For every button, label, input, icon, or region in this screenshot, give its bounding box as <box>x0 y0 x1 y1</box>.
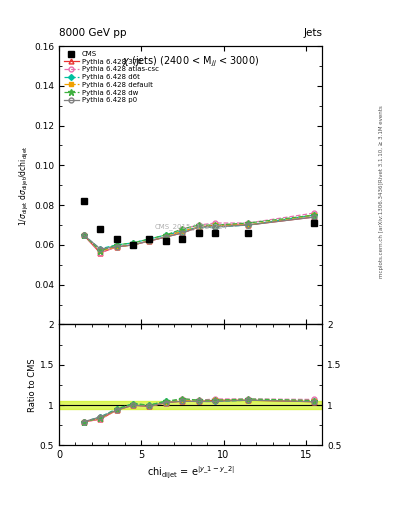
Y-axis label: Ratio to CMS: Ratio to CMS <box>28 358 37 412</box>
Pythia 6.428 atlas-csc <box>213 220 218 226</box>
Pythia 6.428 dw <box>180 226 185 232</box>
Pythia 6.428 atlas-csc <box>312 210 316 216</box>
CMS <box>196 230 201 236</box>
Pythia 6.428 dw <box>163 232 168 238</box>
Pythia 6.428 d6t <box>147 236 152 242</box>
CMS <box>114 236 119 242</box>
Line: Pythia 6.428 p0: Pythia 6.428 p0 <box>81 215 316 251</box>
Pythia 6.428 atlas-csc <box>180 226 185 232</box>
Line: CMS: CMS <box>81 198 317 248</box>
Line: Pythia 6.428 default: Pythia 6.428 default <box>81 212 316 253</box>
Pythia 6.428 370 <box>130 242 135 248</box>
Pythia 6.428 atlas-csc <box>163 234 168 240</box>
Pythia 6.428 atlas-csc <box>98 250 103 256</box>
Pythia 6.428 p0 <box>114 244 119 250</box>
CMS <box>246 230 251 236</box>
Line: Pythia 6.428 370: Pythia 6.428 370 <box>81 215 316 255</box>
Pythia 6.428 default <box>114 244 119 250</box>
Pythia 6.428 d6t <box>246 222 251 228</box>
Pythia 6.428 p0 <box>147 238 152 244</box>
Pythia 6.428 d6t <box>180 228 185 234</box>
Pythia 6.428 atlas-csc <box>81 232 86 238</box>
Pythia 6.428 dw <box>196 222 201 228</box>
Pythia 6.428 p0 <box>246 222 251 228</box>
Line: Pythia 6.428 d6t: Pythia 6.428 d6t <box>82 213 316 251</box>
Pythia 6.428 atlas-csc <box>246 220 251 226</box>
Pythia 6.428 370 <box>196 224 201 230</box>
Pythia 6.428 default <box>81 232 86 238</box>
Pythia 6.428 370 <box>213 222 218 228</box>
Pythia 6.428 370 <box>98 250 103 256</box>
Bar <box>59 401 322 409</box>
Pythia 6.428 p0 <box>196 224 201 230</box>
Pythia 6.428 default <box>180 228 185 234</box>
Text: mcplots.cern.ch [arXiv:1306.3436]: mcplots.cern.ch [arXiv:1306.3436] <box>379 183 384 278</box>
Pythia 6.428 p0 <box>180 230 185 236</box>
Pythia 6.428 dw <box>114 242 119 248</box>
Pythia 6.428 370 <box>180 230 185 236</box>
Pythia 6.428 d6t <box>114 242 119 248</box>
Line: Pythia 6.428 dw: Pythia 6.428 dw <box>80 211 318 254</box>
Pythia 6.428 default <box>130 242 135 248</box>
Pythia 6.428 370 <box>114 244 119 250</box>
Text: 8000 GeV pp: 8000 GeV pp <box>59 28 127 38</box>
Pythia 6.428 370 <box>147 238 152 244</box>
Pythia 6.428 default <box>312 212 316 218</box>
Pythia 6.428 default <box>147 238 152 244</box>
Pythia 6.428 dw <box>246 220 251 226</box>
CMS <box>180 236 185 242</box>
Pythia 6.428 370 <box>246 222 251 228</box>
CMS <box>213 230 218 236</box>
Pythia 6.428 dw <box>98 248 103 254</box>
Text: CMS_2015_I1327224: CMS_2015_I1327224 <box>154 224 227 230</box>
CMS <box>81 198 86 204</box>
Pythia 6.428 default <box>98 248 103 254</box>
Pythia 6.428 default <box>196 224 201 230</box>
Pythia 6.428 dw <box>81 232 86 238</box>
CMS <box>312 220 316 226</box>
Pythia 6.428 dw <box>147 236 152 242</box>
Legend: CMS, Pythia 6.428 370, Pythia 6.428 atlas-csc, Pythia 6.428 d6t, Pythia 6.428 de: CMS, Pythia 6.428 370, Pythia 6.428 atla… <box>62 50 160 105</box>
CMS <box>147 236 152 242</box>
Pythia 6.428 p0 <box>130 242 135 248</box>
Pythia 6.428 p0 <box>163 234 168 240</box>
Line: Pythia 6.428 atlas-csc: Pythia 6.428 atlas-csc <box>81 210 316 255</box>
Pythia 6.428 d6t <box>312 212 316 218</box>
Pythia 6.428 d6t <box>213 224 218 230</box>
X-axis label: chi$_\mathrm{dijet}$ = e$^{|y\_1 - y\_2|}$: chi$_\mathrm{dijet}$ = e$^{|y\_1 - y\_2|… <box>147 464 235 481</box>
Pythia 6.428 370 <box>312 214 316 220</box>
Pythia 6.428 dw <box>312 212 316 218</box>
Y-axis label: $1/\sigma_\mathrm{dijet}\ \mathrm{d}\sigma_\mathrm{dijet}/\mathrm{dchi}_\mathrm{: $1/\sigma_\mathrm{dijet}\ \mathrm{d}\sig… <box>18 145 31 226</box>
Pythia 6.428 370 <box>163 234 168 240</box>
Pythia 6.428 default <box>213 222 218 228</box>
Pythia 6.428 d6t <box>196 224 201 230</box>
CMS <box>130 242 135 248</box>
Pythia 6.428 370 <box>81 232 86 238</box>
Pythia 6.428 p0 <box>81 232 86 238</box>
CMS <box>163 238 168 244</box>
Pythia 6.428 atlas-csc <box>114 244 119 250</box>
Pythia 6.428 atlas-csc <box>147 238 152 244</box>
Pythia 6.428 d6t <box>163 232 168 238</box>
Pythia 6.428 p0 <box>213 224 218 230</box>
Pythia 6.428 d6t <box>98 246 103 252</box>
Pythia 6.428 atlas-csc <box>196 222 201 228</box>
Pythia 6.428 default <box>163 234 168 240</box>
Text: Jets: Jets <box>303 28 322 38</box>
Pythia 6.428 dw <box>130 240 135 246</box>
Pythia 6.428 dw <box>213 222 218 228</box>
Pythia 6.428 p0 <box>98 246 103 252</box>
Pythia 6.428 d6t <box>81 232 86 238</box>
Pythia 6.428 p0 <box>312 214 316 220</box>
CMS <box>98 226 103 232</box>
Text: Rivet 3.1.10, ≥ 3.1M events: Rivet 3.1.10, ≥ 3.1M events <box>379 105 384 182</box>
Pythia 6.428 atlas-csc <box>130 242 135 248</box>
Pythia 6.428 default <box>246 222 251 228</box>
Text: $\chi$ (jets) (2400 < M$_{jj}$ < 3000): $\chi$ (jets) (2400 < M$_{jj}$ < 3000) <box>122 54 259 69</box>
Pythia 6.428 d6t <box>130 240 135 246</box>
